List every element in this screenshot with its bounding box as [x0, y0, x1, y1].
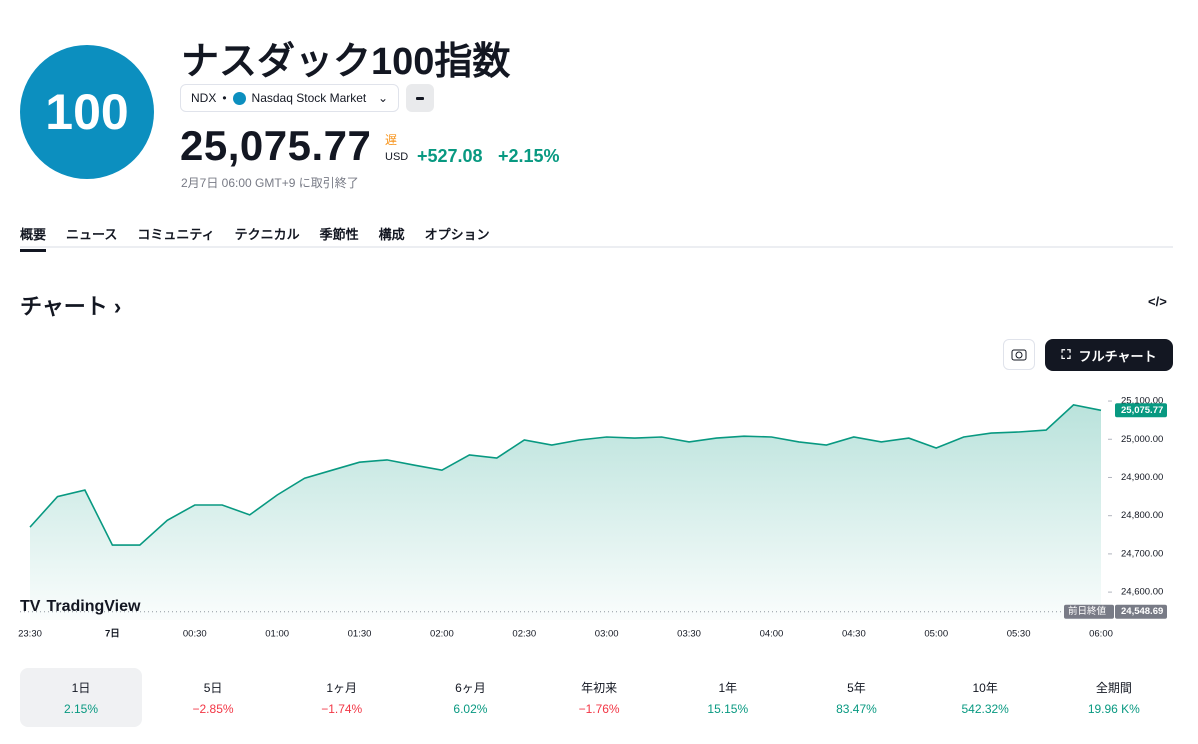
y-tick-label: 24,900.00 — [1121, 472, 1163, 483]
x-tick-label: 03:00 — [595, 629, 619, 640]
y-tick-label: 24,600.00 — [1121, 587, 1163, 598]
prev-close-name-box — [1064, 604, 1114, 619]
period-value: −1.76% — [578, 702, 620, 716]
tab[interactable]: 構成 — [378, 227, 405, 242]
period-label: 年初来 — [581, 681, 618, 695]
change-percent: +2.15% — [498, 146, 560, 166]
period-value: −1.74% — [321, 702, 363, 716]
camera-icon — [1011, 349, 1027, 361]
period-tabs: 1日 2.15% 5日 −2.85% 1ヶ月 −1.74% 6ヶ月 6.02% 年初来 −1.76… — [20, 668, 1178, 727]
area-fill — [30, 404, 1101, 620]
tab[interactable]: オプション — [424, 227, 490, 242]
x-tick-label: 02:30 — [512, 629, 536, 640]
tv-icon: TV — [20, 598, 41, 615]
tab[interactable]: ニュース — [66, 227, 118, 242]
period-tab[interactable]: 年初来 −1.76% — [535, 668, 664, 727]
x-tick-label: 7日 — [105, 629, 120, 640]
x-tick-label: 01:00 — [265, 629, 289, 640]
change: +527.08 — [417, 146, 483, 166]
last-price-label: 25,075.77 — [1121, 405, 1163, 416]
x-tick-label: 01:30 — [348, 629, 372, 640]
currency: USD — [385, 151, 409, 163]
section-title-text: チャート — [20, 294, 108, 319]
period-tab[interactable]: 1年 15.15% — [663, 668, 792, 727]
exchange: Nasdaq Stock Market — [251, 91, 367, 105]
period-tab[interactable]: 10年 542.32% — [921, 668, 1050, 727]
period-value: 15.15% — [707, 702, 749, 716]
period-tab[interactable]: 1日 2.15% — [20, 668, 142, 727]
period-label: 1ヶ月 — [326, 681, 358, 695]
x-tick-label: 03:30 — [677, 629, 701, 640]
price-line — [29, 404, 1102, 546]
period-label: 全期間 — [1095, 681, 1132, 695]
chevron: ⌄ — [377, 91, 388, 105]
snapshot-button[interactable] — [1003, 339, 1035, 370]
tab[interactable]: コミュニティ — [137, 227, 215, 242]
period-label: 1日 — [71, 681, 91, 695]
timestamp: 2月7日 06:00 GMT+9 に取引終了 — [181, 176, 359, 190]
x-tick-label: 05:30 — [1007, 629, 1031, 640]
section-title[interactable]: チャート › — [20, 294, 122, 319]
branding-text: TradingView — [46, 598, 141, 615]
period-value: 2.15% — [63, 702, 99, 716]
prev-close-label: 24,548.69 — [1121, 606, 1163, 617]
period-tab[interactable]: 5日 −2.85% — [149, 668, 278, 727]
title: ナスダック100指数 — [181, 41, 511, 83]
period-value: 83.47% — [836, 702, 877, 716]
tab[interactable]: 概要 — [20, 224, 47, 252]
more-button[interactable] — [406, 84, 434, 112]
y-tick-label: 24,800.00 — [1121, 510, 1163, 521]
x-tick-label: 05:00 — [924, 629, 948, 640]
prev-close-box — [1115, 604, 1167, 619]
delay-badge: 遅 — [385, 133, 398, 147]
divider — [20, 246, 1173, 248]
period-tab[interactable]: 6ヶ月 6.02% — [406, 668, 535, 727]
symbol: NDX — [191, 91, 217, 105]
exchange-icon — [232, 91, 246, 105]
symbol-selector[interactable]: NDX • Nasdaq Stock Market ⌄ — [180, 84, 399, 112]
x-tick-label: 04:30 — [842, 629, 866, 640]
tab[interactable]: 季節性 — [319, 227, 359, 242]
x-tick-label: 02:00 — [430, 629, 454, 640]
x-tick-label: 04:00 — [760, 629, 784, 640]
x-tick-label: 06:00 — [1089, 629, 1113, 640]
full-chart-label: フルチャート — [1078, 348, 1157, 364]
tab[interactable]: テクニカル — [234, 227, 300, 242]
period-value: 19.96 K% — [1087, 702, 1140, 716]
period-value: 6.02% — [453, 702, 488, 716]
full-chart-button[interactable]: ⛶ フルチャート — [1045, 339, 1173, 371]
period-tab[interactable]: 全期間 19.96 K% — [1050, 668, 1179, 727]
x-tick-label: 23:30 — [18, 629, 42, 640]
y-tick-label: 25,100.00 — [1121, 396, 1163, 407]
y-tick-label: 24,700.00 — [1121, 548, 1163, 559]
period-tab[interactable]: 5年 83.47% — [792, 668, 921, 727]
last-price-box — [1115, 403, 1167, 418]
fullscreen-icon: ⛶ — [1061, 347, 1071, 362]
chart: 24,600.00 24,700.00 24,800.00 24,900.00 25,0… — [18, 396, 1167, 640]
period-label: 10年 — [972, 681, 998, 695]
price: 25,075.77 — [180, 122, 372, 169]
prev-close-name: 前日終値 — [1068, 605, 1107, 617]
period-label: 1年 — [718, 681, 738, 695]
branding: TV TradingView — [20, 598, 140, 616]
period-value: −2.85% — [192, 702, 234, 716]
y-tick-label: 25,000.00 — [1121, 434, 1163, 445]
x-tick-label: 00:30 — [183, 629, 207, 640]
period-tab[interactable]: 1ヶ月 −1.74% — [277, 668, 406, 727]
period-label: 5日 — [203, 681, 223, 695]
separator: • — [222, 91, 227, 105]
embed-button[interactable]: </> — [1148, 294, 1167, 309]
period-value: 542.32% — [961, 702, 1009, 716]
tabs: 概要 ニュース コミュニティ テクニカル 季節性 構成 オプション — [20, 224, 490, 252]
period-label: 6ヶ月 — [455, 681, 486, 695]
period-label: 5年 — [847, 681, 866, 695]
symbol-logo: 100 — [20, 45, 154, 179]
